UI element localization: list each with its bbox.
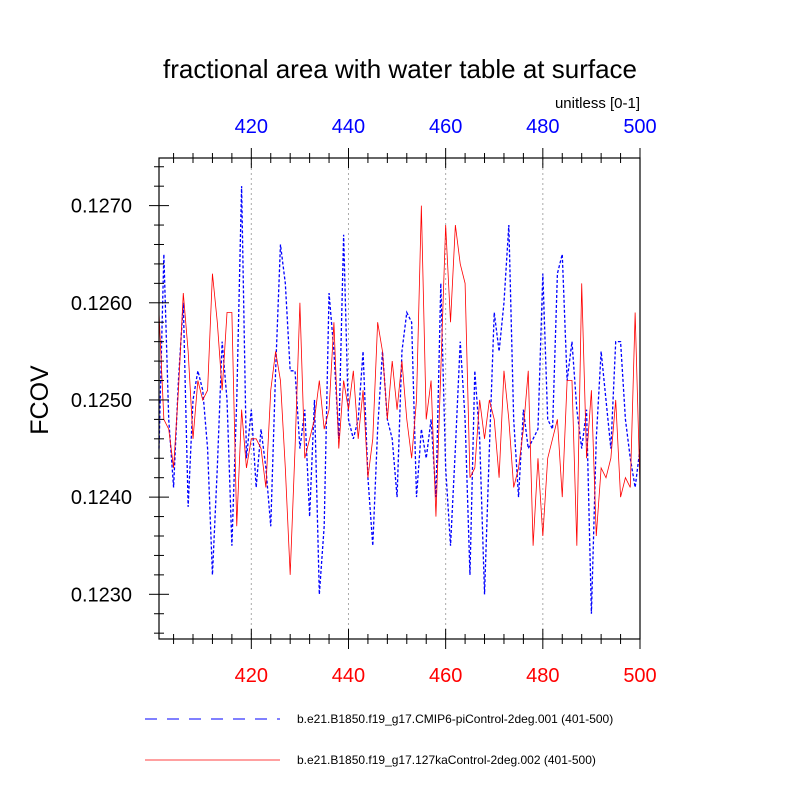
x-bottom-tick-label: 420: [235, 665, 268, 687]
tick-labels: 0.1230 0.1240 0.1250 0.1260 0.1270 420 440 460 4…: [71, 116, 657, 687]
series-line-picontrol: [158, 186, 641, 614]
x-bottom-tick-label: 480: [526, 665, 559, 687]
y-tick-label: 0.1260: [71, 293, 132, 315]
x-bottom-tick-label: 460: [429, 665, 462, 687]
chart-title: fractional area with water table at surf…: [163, 54, 637, 84]
y-tick-label: 0.1270: [71, 196, 132, 218]
units-label: unitless [0-1]: [555, 95, 640, 112]
x-top-tick-label: 440: [332, 116, 365, 138]
grid-lines: [250, 158, 544, 639]
legend-label-picontrol: b.e21.B1850.f19_g17.CMIP6-piControl-2deg…: [297, 712, 613, 726]
series-line-127ka: [158, 205, 641, 575]
x-top-tick-label: 500: [623, 116, 656, 138]
x-bottom-tick-label: 500: [623, 665, 656, 687]
x-bottom-tick-label: 440: [332, 665, 365, 687]
plot-frame: [158, 157, 641, 640]
tick-marks: [149, 148, 641, 649]
series-layer: [158, 186, 641, 614]
x-top-tick-label: 420: [235, 116, 268, 138]
x-top-tick-label: 460: [429, 116, 462, 138]
y-tick-label: 0.1240: [71, 487, 132, 509]
y-tick-label: 0.1230: [71, 584, 132, 606]
y-tick-label: 0.1250: [71, 390, 132, 412]
x-top-tick-label: 480: [526, 116, 559, 138]
y-axis-label: FCOV: [26, 365, 54, 435]
legend-label-127ka: b.e21.B1850.f19_g17.127kaControl-2deg.00…: [297, 753, 596, 767]
legend: b.e21.B1850.f19_g17.CMIP6-piControl-2deg…: [145, 712, 613, 767]
